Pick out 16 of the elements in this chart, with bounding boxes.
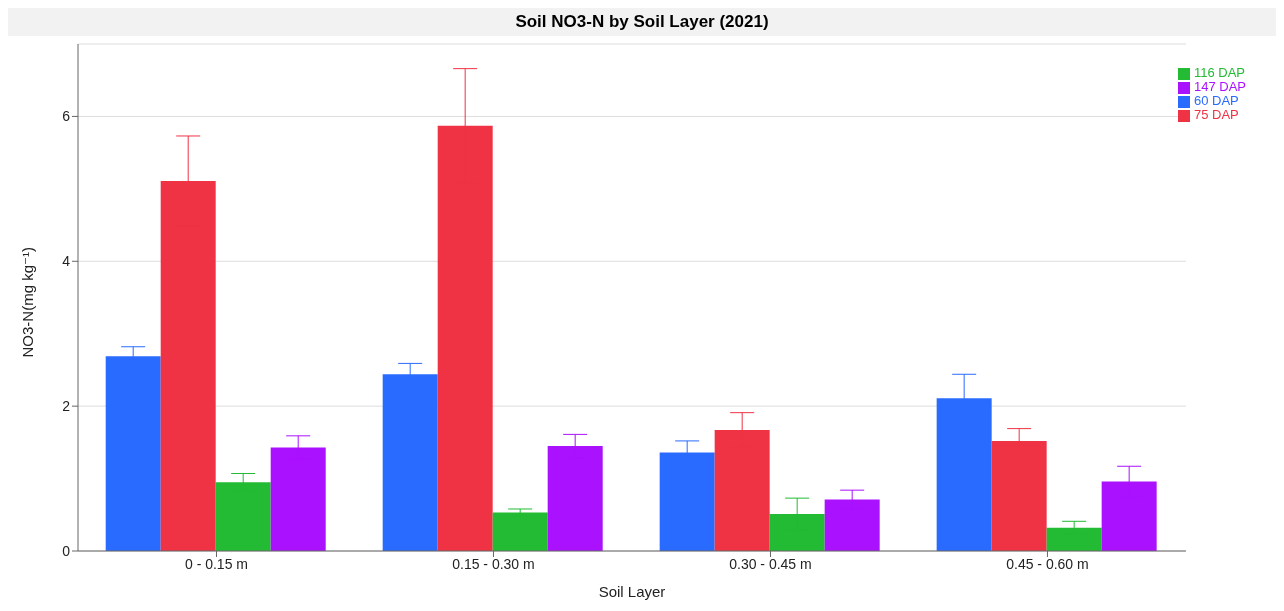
legend-label: 147 DAP: [1193, 79, 1246, 94]
bar: [492, 512, 548, 551]
x-axis-title: Soil Layer: [598, 583, 666, 600]
x-tick-label: 0.30 - 0.45 m: [729, 555, 812, 572]
y-axis-title: NO3-N(mg kg⁻¹): [19, 247, 37, 358]
x-tick-label: 0 - 0.15 m: [184, 555, 249, 572]
y-tick-label: 6: [62, 108, 71, 125]
y-tick-label: 2: [62, 398, 71, 415]
legend-label: 60 DAP: [1193, 93, 1239, 108]
x-tick-label: 0.15 - 0.30 m: [452, 555, 535, 572]
legend-label: 75 DAP: [1193, 107, 1239, 122]
legend-label: 116 DAP: [1193, 65, 1246, 80]
y-tick-label: 0: [62, 542, 71, 559]
chart-title: Soil NO3-N by Soil Layer (2021): [8, 8, 1276, 36]
y-tick-label: 4: [62, 253, 71, 270]
x-tick-label: 0.45 - 0.60 m: [1006, 555, 1089, 572]
